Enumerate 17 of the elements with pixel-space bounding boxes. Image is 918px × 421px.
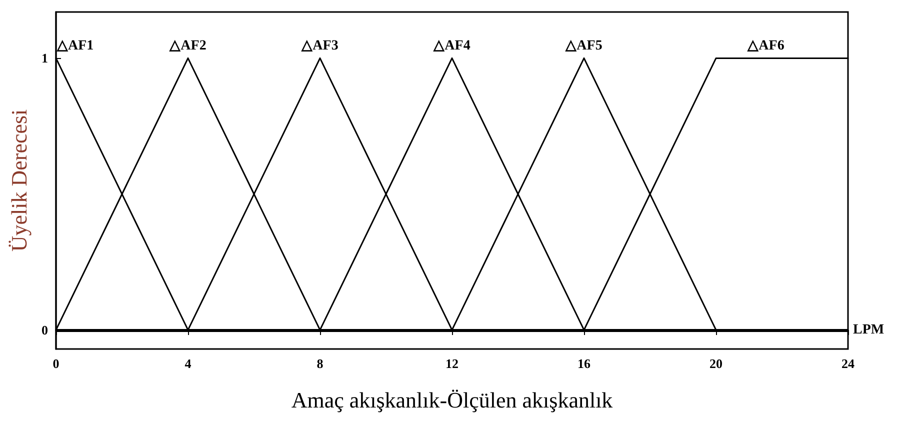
x-tick-label: 0 bbox=[52, 356, 60, 371]
x-tick-label: 12 bbox=[446, 356, 458, 371]
x-tick-label: 20 bbox=[710, 356, 722, 371]
series-label: △AF3 bbox=[300, 38, 338, 54]
series-label: △AF2 bbox=[168, 38, 206, 54]
y-axis-title: Üyelik Derecesi bbox=[6, 109, 32, 252]
x-tick-label: 16 bbox=[578, 356, 591, 371]
series-label: △AF4 bbox=[432, 38, 470, 54]
series-label: △AF1 bbox=[56, 38, 94, 54]
x-tick-label: 8 bbox=[316, 356, 324, 371]
series-label: △AF6 bbox=[746, 38, 784, 54]
ref-line-label: LPM bbox=[853, 322, 884, 338]
series-label: △AF5 bbox=[564, 38, 602, 54]
x-tick-label: 24 bbox=[842, 356, 855, 371]
x-axis-title: Amaç akışkanlık-Ölçülen akışkanlık bbox=[291, 388, 613, 412]
y-tick-label: 1 bbox=[42, 50, 48, 66]
x-tick-label: 4 bbox=[184, 356, 192, 371]
